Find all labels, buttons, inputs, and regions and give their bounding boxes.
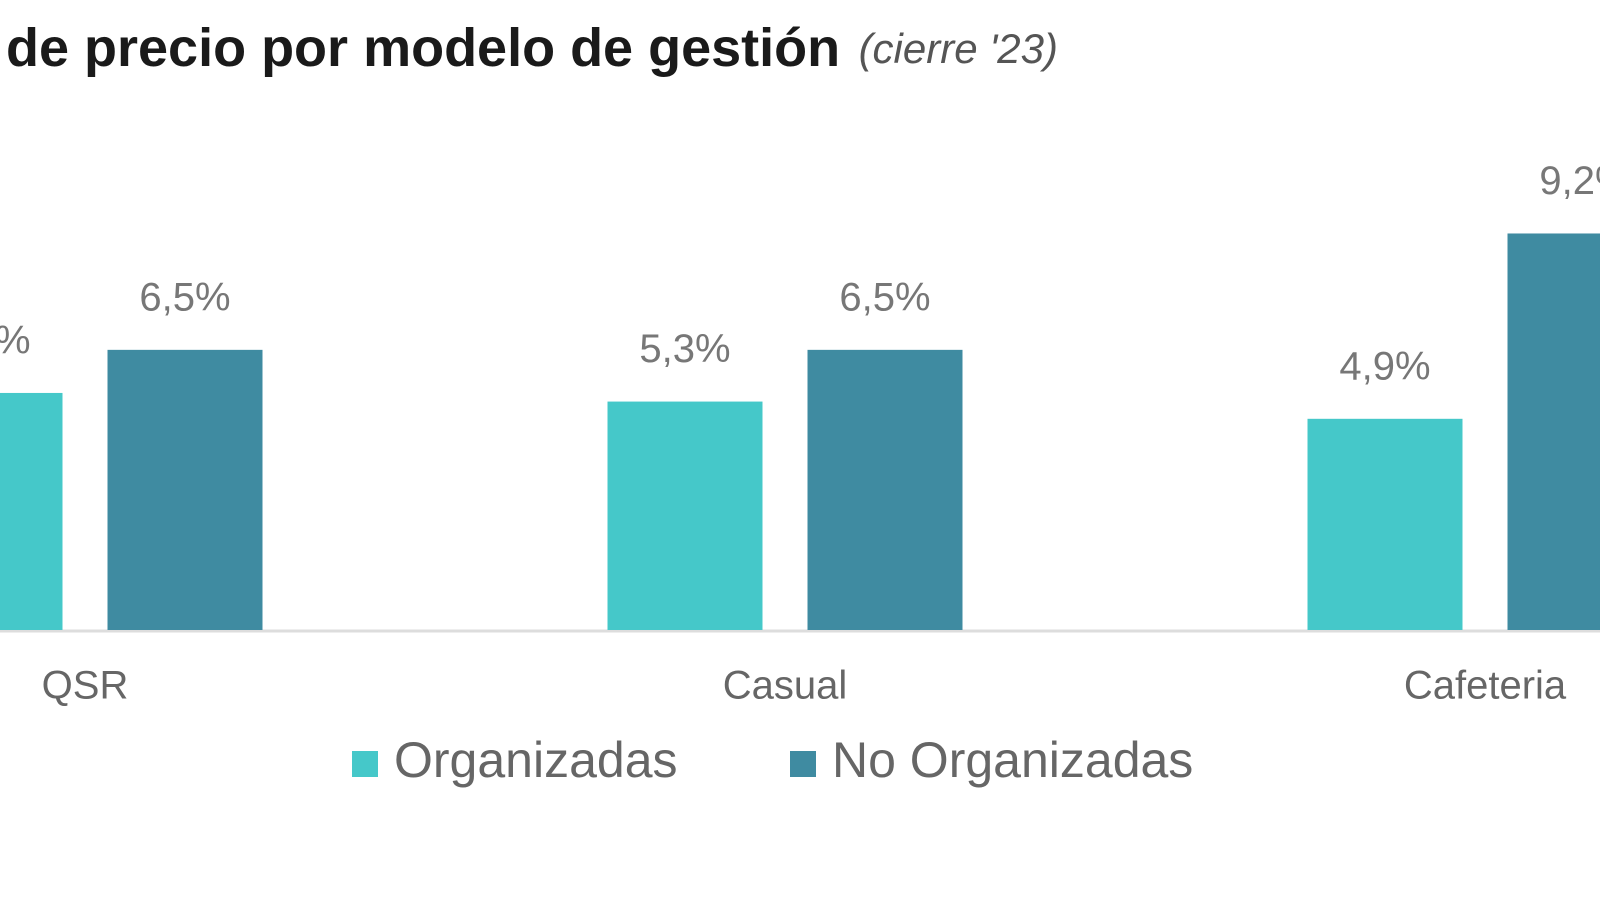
legend-swatch xyxy=(790,751,816,777)
legend-swatch xyxy=(352,751,378,777)
data-label: 5,3% xyxy=(639,327,730,371)
data-label: 9,2% xyxy=(1539,159,1600,203)
chart-title: de precio por modelo de gestión xyxy=(6,18,840,78)
bar xyxy=(0,392,63,630)
data-label: 4,9% xyxy=(1339,344,1430,388)
bar xyxy=(607,401,763,630)
bar xyxy=(1507,233,1600,631)
bar xyxy=(107,349,263,630)
data-label: 6,5% xyxy=(139,275,230,319)
legend-label: No Organizadas xyxy=(832,732,1193,788)
data-label: 6,5% xyxy=(839,275,930,319)
x-tick-label: Cafeteria xyxy=(1404,664,1567,708)
x-tick-label: QSR xyxy=(42,664,129,708)
legend-label: Organizadas xyxy=(394,732,678,788)
chart-title-group: de precio por modelo de gestión (cierre … xyxy=(6,18,1058,78)
data-label: 5,5% xyxy=(0,319,31,363)
x-tick-label: Casual xyxy=(723,664,848,708)
chart-subtitle: (cierre '23) xyxy=(859,25,1058,72)
bar xyxy=(807,349,963,630)
bar xyxy=(1307,418,1463,630)
